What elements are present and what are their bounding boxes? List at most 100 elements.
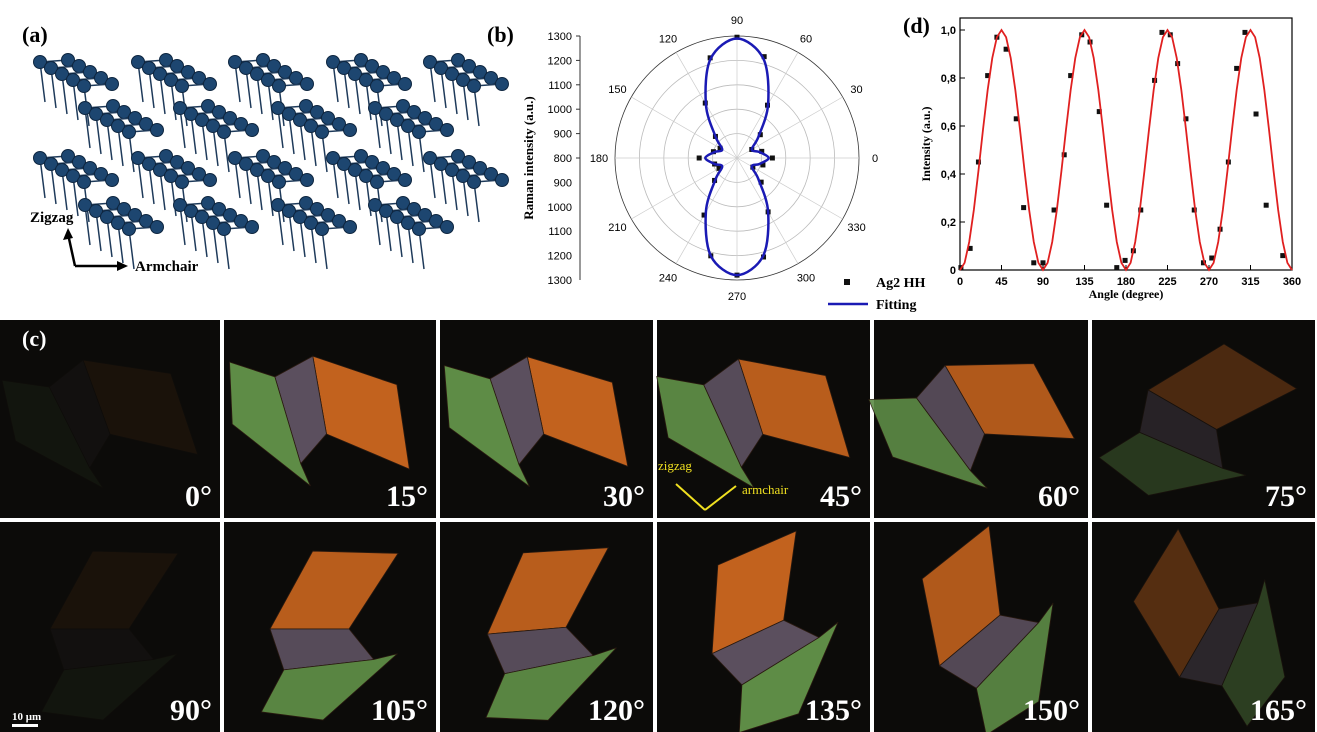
r-tick-label: 900 bbox=[554, 177, 572, 189]
x-tick-label: 0 bbox=[957, 276, 963, 288]
atom bbox=[316, 126, 329, 139]
scale-bar bbox=[12, 724, 38, 727]
atom bbox=[246, 124, 259, 137]
x-tick-label: 360 bbox=[1283, 276, 1301, 288]
atom bbox=[413, 223, 426, 236]
atom bbox=[371, 176, 384, 189]
atom bbox=[176, 80, 189, 93]
axis-name: zigzag bbox=[658, 458, 692, 473]
panel-label: (b) bbox=[487, 22, 514, 47]
angle-label: 75° bbox=[1265, 480, 1307, 513]
data-point bbox=[1242, 30, 1247, 35]
legend-label: Ag2 HH bbox=[876, 276, 926, 291]
angle-label: 90 bbox=[731, 15, 743, 27]
atom bbox=[399, 78, 412, 91]
angle-label: 120 bbox=[659, 33, 677, 45]
r-tick-label: 1100 bbox=[548, 226, 572, 238]
x-tick-label: 45 bbox=[995, 276, 1007, 288]
crystal-structure bbox=[34, 54, 509, 270]
angle-label: 210 bbox=[608, 222, 626, 234]
atom bbox=[441, 124, 454, 137]
atom bbox=[246, 221, 259, 234]
atom bbox=[468, 176, 481, 189]
angle-label: 0 bbox=[872, 153, 878, 165]
panel-label: (a) bbox=[22, 22, 48, 47]
atom bbox=[176, 176, 189, 189]
angle-label: 180 bbox=[590, 153, 608, 165]
scale-label: 10 μm bbox=[12, 711, 41, 723]
atom bbox=[371, 80, 384, 93]
atom bbox=[218, 223, 231, 236]
y-axis-title: Intensity (a.u.) bbox=[919, 106, 933, 181]
x-axis-title: Angle (degree) bbox=[1089, 287, 1164, 301]
atom bbox=[78, 80, 91, 93]
atom bbox=[106, 174, 119, 187]
atom bbox=[123, 126, 136, 139]
axis-name: Armchair bbox=[135, 259, 199, 275]
angle-label: 45° bbox=[820, 480, 862, 513]
r-tick-label: 900 bbox=[554, 129, 572, 141]
legend-marker bbox=[844, 279, 850, 285]
atom bbox=[151, 124, 164, 137]
data-point bbox=[697, 156, 702, 161]
x-tick-label: 90 bbox=[1037, 276, 1049, 288]
angle-label: 30 bbox=[850, 84, 862, 96]
data-point bbox=[1123, 258, 1128, 263]
data-point bbox=[1031, 260, 1036, 265]
atom bbox=[218, 126, 231, 139]
panel-label: (c) bbox=[22, 326, 46, 351]
data-point bbox=[1254, 112, 1259, 117]
atom bbox=[468, 80, 481, 93]
angle-label: 150° bbox=[1023, 694, 1080, 727]
data-point bbox=[1234, 66, 1239, 71]
angle-label: 105° bbox=[371, 694, 428, 727]
angle-label: 150 bbox=[608, 84, 626, 96]
angle-label: 90° bbox=[170, 694, 212, 727]
atom bbox=[204, 78, 217, 91]
r-tick-label: 1300 bbox=[548, 275, 572, 287]
y-tick-label: 0,6 bbox=[941, 121, 956, 133]
angle-label: 300 bbox=[797, 273, 815, 285]
r-tick-label: 1100 bbox=[548, 80, 572, 92]
angle-label: 240 bbox=[659, 273, 677, 285]
r-tick-label: 1300 bbox=[548, 31, 572, 43]
axis-name: Zigzag bbox=[30, 210, 74, 226]
data-point bbox=[1104, 203, 1109, 208]
y-tick-label: 1,0 bbox=[941, 25, 956, 37]
r-tick-label: 1200 bbox=[548, 251, 572, 263]
atom bbox=[496, 174, 509, 187]
y-axis-title: Raman intensity (a.u.) bbox=[521, 96, 536, 220]
r-tick-label: 1000 bbox=[548, 202, 572, 214]
legend-label: Fitting bbox=[876, 298, 916, 313]
atom bbox=[441, 221, 454, 234]
angle-label: 15° bbox=[386, 480, 428, 513]
micrographs: 0°15°30°45°60°75°90°105°120°135°150°165° bbox=[0, 316, 1317, 732]
angle-label: 60 bbox=[800, 33, 812, 45]
fit-curve bbox=[960, 30, 1292, 270]
figure: (a) Zigzag Armchair 0°15°30°45°60°75°90°… bbox=[0, 0, 1317, 732]
atom bbox=[273, 176, 286, 189]
data-point bbox=[1114, 265, 1119, 270]
data-point bbox=[770, 156, 775, 161]
angle-label: 30° bbox=[603, 480, 645, 513]
atom bbox=[273, 80, 286, 93]
x-tick-label: 315 bbox=[1241, 276, 1259, 288]
y-tick-label: 0,4 bbox=[941, 169, 957, 181]
atom bbox=[413, 126, 426, 139]
atom bbox=[301, 78, 314, 91]
angle-label: 330 bbox=[847, 222, 865, 234]
axis-name: armchair bbox=[742, 482, 789, 497]
data-point bbox=[1264, 203, 1269, 208]
data-point bbox=[1021, 205, 1026, 210]
data-point bbox=[1159, 30, 1164, 35]
atom bbox=[301, 174, 314, 187]
y-tick-label: 0,8 bbox=[941, 73, 956, 85]
atom bbox=[123, 223, 136, 236]
y-tick-label: 0 bbox=[950, 265, 956, 277]
r-tick-label: 1000 bbox=[548, 104, 572, 116]
x-tick-label: 270 bbox=[1200, 276, 1218, 288]
arrow-head bbox=[63, 228, 73, 240]
r-tick-label: 1200 bbox=[548, 55, 572, 67]
angle-label: 120° bbox=[588, 694, 645, 727]
zigzag-arrow bbox=[68, 234, 75, 266]
